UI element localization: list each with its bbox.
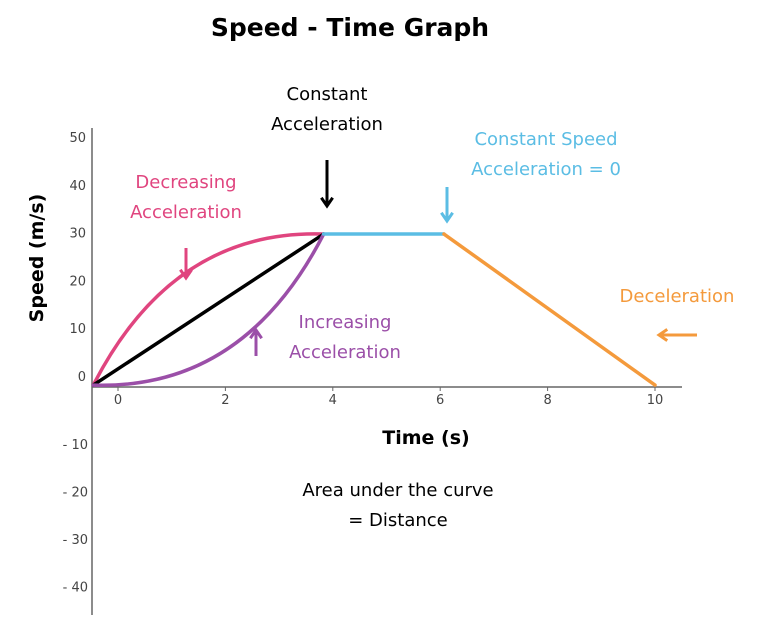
arrow-down-icon-head [320,196,334,209]
y-tick-label: 30 [69,227,86,242]
annotation-area: = Distance [348,510,448,531]
y-tick-label: 50 [69,131,86,146]
annotation-constant-speed: Acceleration = 0 [471,159,621,180]
lower-axis-label: - 10 [63,438,88,453]
annotation-constant-acceleration: Constant [287,84,368,105]
annotation-decreasing-acceleration: Acceleration [130,202,242,223]
y-tick-label: 20 [69,274,86,289]
arrow-up-icon-head [249,327,263,340]
annotation-increasing-acceleration: Increasing [299,312,392,333]
annotation-deceleration: Deceleration [620,286,735,307]
x-tick-label: 2 [221,393,229,408]
series-line-increasing [91,232,326,387]
x-axis-label: Time (s) [382,427,469,449]
x-tick-label: 10 [647,393,664,408]
x-tick-label: 6 [436,393,444,408]
y-tick-label: 0 [78,370,86,385]
series-line-constant [91,232,326,387]
lower-axis-label: - 30 [63,533,88,548]
arrow-down-icon-head [179,268,193,281]
y-axis-label: Speed (m/s) [26,194,48,323]
annotation-decreasing-acceleration: Decreasing [135,172,236,193]
arrow-down-icon-head [440,211,454,224]
x-tick-label: 0 [114,393,122,408]
lower-axis-label: - 20 [63,486,88,501]
x-tick-label: 8 [543,393,551,408]
y-tick-label: 40 [69,179,86,194]
x-tick-label: 4 [329,393,337,408]
annotation-increasing-acceleration: Acceleration [289,342,401,363]
y-tick-label: 10 [69,322,86,337]
annotation-area: Area under the curve [302,480,493,501]
arrow-left-icon-head [656,328,669,342]
series-line-deceleration [442,232,657,387]
annotation-constant-speed: Constant Speed [474,129,617,150]
lower-axis-label: - 40 [63,581,88,596]
annotation-constant-acceleration: Acceleration [271,114,383,135]
chart-title: Speed - Time Graph [211,13,489,42]
